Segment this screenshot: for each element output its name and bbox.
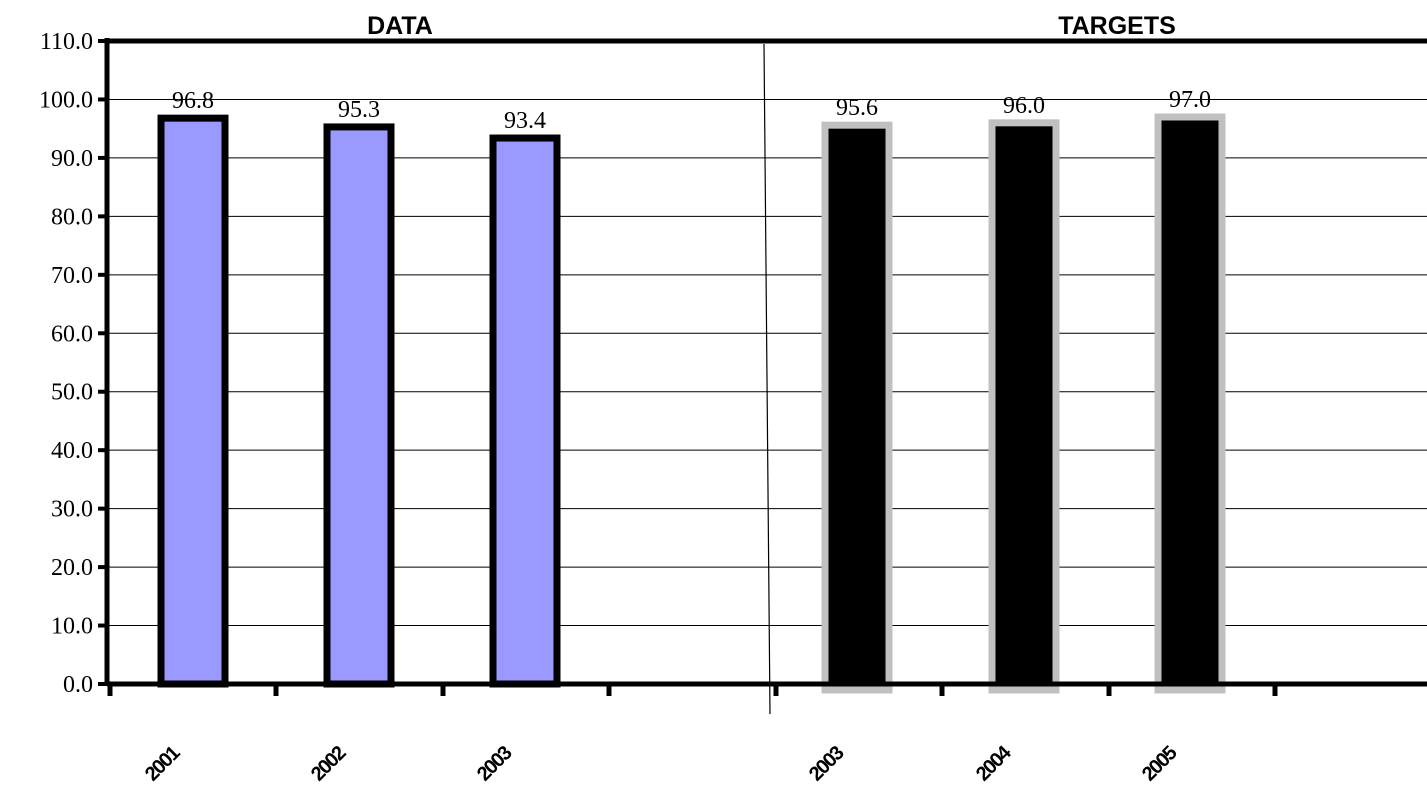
- y-tick-label: 70.0: [51, 263, 93, 289]
- bar-data-2003: [489, 134, 561, 688]
- y-tick-label: 10.0: [51, 614, 93, 640]
- bar-targets-2003: [821, 121, 893, 694]
- x-tick-label: 2002: [307, 742, 351, 786]
- y-tick-label: 30.0: [51, 497, 93, 523]
- bar-data-2001: [157, 114, 229, 688]
- data-label: 96.0: [1003, 93, 1045, 119]
- y-tick-label: 110.0: [40, 29, 93, 55]
- y-tick-label: 20.0: [51, 555, 93, 581]
- y-tick-label: 90.0: [51, 146, 93, 172]
- bar-data-2002: [323, 123, 395, 688]
- axes: [98, 38, 1427, 715]
- section-title-targets: TARGETS: [1058, 12, 1176, 40]
- bar-targets-2004: [988, 119, 1060, 694]
- data-label: 97.0: [1169, 87, 1211, 113]
- y-tick-label: 50.0: [51, 380, 93, 406]
- x-tick-label: 2005: [1138, 742, 1182, 786]
- section-divider: [763, 43, 771, 715]
- y-tick-label: 40.0: [51, 438, 93, 464]
- x-tick-label: 2001: [141, 742, 185, 786]
- data-label: 95.6: [836, 95, 878, 121]
- bars: [157, 113, 1226, 694]
- y-tick-label: 0.0: [63, 672, 93, 698]
- x-tick-label: 2003: [473, 742, 517, 786]
- data-label: 93.4: [504, 108, 546, 134]
- bar-targets-2005: [1154, 113, 1226, 694]
- y-tick-label: 80.0: [51, 204, 93, 230]
- data-label: 96.8: [172, 88, 214, 114]
- data-label: 95.3: [338, 97, 380, 123]
- x-tick-label: 2004: [972, 741, 1016, 785]
- y-tick-label: 60.0: [51, 321, 93, 347]
- y-tick-label: 100.0: [39, 87, 93, 113]
- x-tick-label: 2003: [805, 742, 849, 786]
- section-title-data: DATA: [367, 12, 433, 40]
